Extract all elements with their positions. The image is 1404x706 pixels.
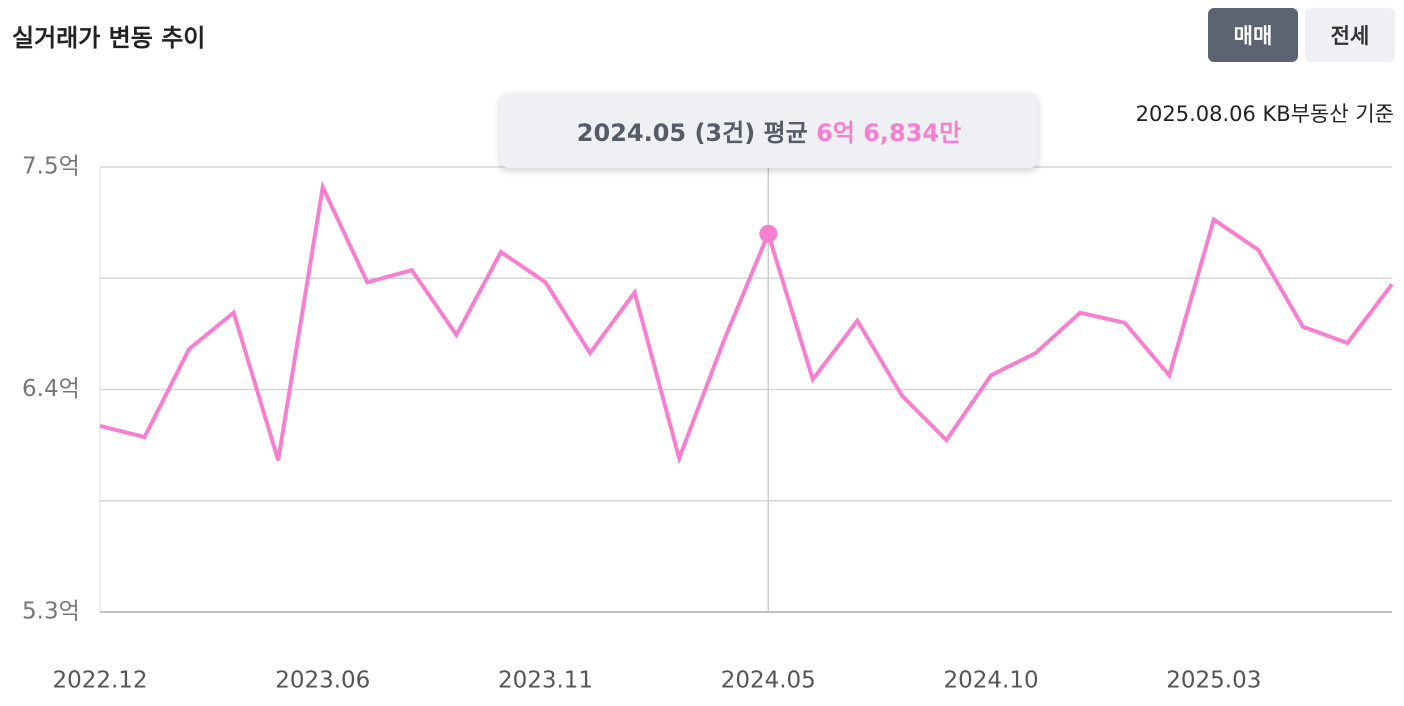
tooltip-label: 2024.05 (3건) 평균	[576, 119, 808, 147]
x-tick-label: 2024.05	[721, 668, 816, 694]
source-note: 2025.08.06 KB부동산 기준	[1135, 102, 1394, 126]
x-tick-label: 2025.03	[1166, 668, 1261, 694]
y-tick-label: 7.5억	[22, 154, 80, 180]
x-tick-label: 2022.12	[52, 668, 147, 694]
tooltip-value: 6억 6,834만	[816, 119, 962, 147]
tab-button[interactable]: 매매	[1208, 8, 1298, 62]
x-tick-label: 2023.06	[275, 668, 370, 694]
tab-button[interactable]: 전세	[1305, 8, 1395, 62]
x-tick-label: 2023.11	[498, 668, 593, 694]
title: 실거래가 변동 추이	[12, 24, 206, 52]
price-line	[99, 180, 1394, 465]
y-tick-label: 5.3억	[22, 599, 80, 625]
y-tick-label: 6.4억	[22, 376, 80, 402]
x-tick-label: 2024.10	[943, 668, 1038, 694]
tooltip: 2024.05 (3건) 평균 6억 6,834만	[500, 93, 1038, 168]
highlight-point	[759, 224, 778, 243]
